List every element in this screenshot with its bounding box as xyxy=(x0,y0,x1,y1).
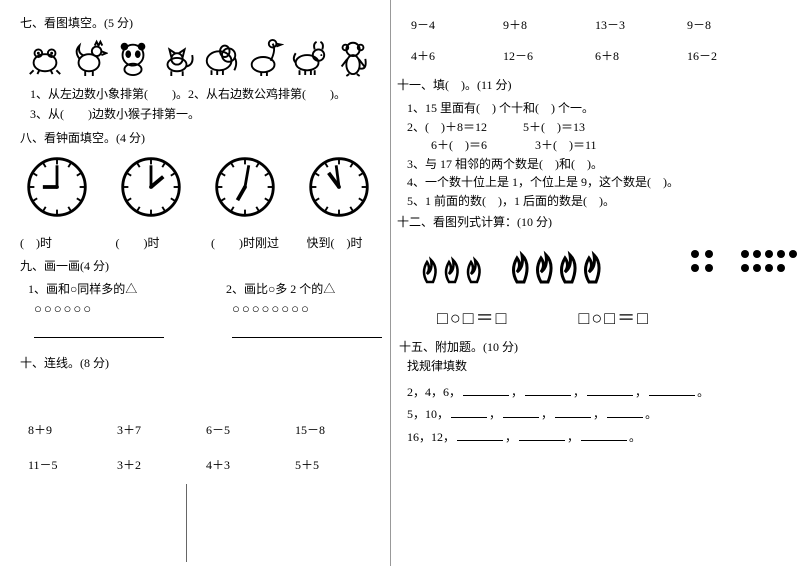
blank xyxy=(451,406,487,418)
math-cell: 6＋8 xyxy=(595,47,687,64)
q10-rows: 8＋9 3＋7 6－5 15－8 11－5 3＋2 4＋3 5＋5 xyxy=(28,421,384,473)
figure-row xyxy=(417,238,780,286)
table-row: 11－5 3＋2 4＋3 5＋5 xyxy=(28,456,384,473)
q11-title: 十一、填( )。(11 分) xyxy=(397,76,780,93)
blank xyxy=(607,406,643,418)
equation-1: □○□＝□ xyxy=(437,304,509,330)
flames-large-icon xyxy=(507,238,617,286)
q7-line2: 3、从( )边数小猴子排第一。 xyxy=(30,105,384,123)
equation-row: □○□＝□ □○□＝□ xyxy=(437,304,780,330)
blank xyxy=(463,384,509,396)
math-cell: 6－5 xyxy=(206,421,295,438)
q7-line1: 1、从左边数小象排第( )。2、从右边数公鸡排第( )。 xyxy=(30,85,384,103)
draw-block-1: 1、画和○同样多的△ ○○○○○○ xyxy=(28,280,186,340)
math-cell: 4＋6 xyxy=(411,47,503,64)
flames-small-icon xyxy=(417,242,487,286)
math-cell: 9－8 xyxy=(687,16,779,33)
elephant-icon xyxy=(202,37,240,77)
fill-line: 3、与 17 相邻的两个数是( )和( )。 xyxy=(407,155,780,174)
draw-block-2: 2、画比○多 2 个的△ ○○○○○○○○ xyxy=(226,280,384,340)
math-cell: 5＋5 xyxy=(295,456,384,473)
blank xyxy=(525,384,571,396)
math-cell: 11－5 xyxy=(28,456,117,473)
clock-3-icon xyxy=(212,154,278,220)
right-column: 9－4 9＋8 13－3 9－8 4＋6 12－6 6＋8 16－2 十一、填(… xyxy=(390,0,800,566)
figure-group-1 xyxy=(417,238,617,286)
q9-p1: 1、画和○同样多的△ xyxy=(28,280,186,297)
blank xyxy=(587,384,633,396)
clocks-row xyxy=(24,154,384,220)
frog-icon xyxy=(26,37,64,77)
pattern-seq: 16，12， xyxy=(407,430,455,444)
fill-line: 6＋( )＝6 3＋( )＝11 xyxy=(407,136,780,155)
clock-2-icon xyxy=(118,154,184,220)
q7-title: 七、看图填空。(5 分) xyxy=(20,14,384,31)
pattern-line-1: 2，4，6，，，，。 xyxy=(407,381,780,404)
fill-line: 4、一个数十位上是 1，个位上是 9，这个数是( )。 xyxy=(407,173,780,192)
fill-line: 1、15 里面有( ) 个十和( ) 个一。 xyxy=(407,99,780,118)
blank xyxy=(503,406,539,418)
math-cell: 16－2 xyxy=(687,47,779,64)
math-cell: 15－8 xyxy=(295,421,384,438)
answer-line-2 xyxy=(232,337,382,338)
q15-subtitle: 找规律填数 xyxy=(407,357,780,375)
clock-labels: ( )时 ( )时 ( )时刚过 快到( )时 xyxy=(20,234,384,251)
animals-row xyxy=(26,37,384,77)
left-column: 七、看图填空。(5 分) 1、从左边数小象排第( )。2、从右边数公鸡排第( )… xyxy=(0,0,390,566)
q10-title: 十、连线。(8 分) xyxy=(20,354,384,371)
dots-small-icon xyxy=(687,246,717,286)
equation-2: □○□＝□ xyxy=(579,304,651,330)
clock-label-3: ( )时刚过 xyxy=(211,234,289,251)
q9-p2-circles: ○○○○○○○○ xyxy=(232,301,384,317)
dots-large-icon xyxy=(737,246,797,286)
math-cell: 12－6 xyxy=(503,47,595,64)
clock-4-icon xyxy=(306,154,372,220)
blank xyxy=(555,406,591,418)
answer-line-1 xyxy=(34,337,164,338)
clock-1-icon xyxy=(24,154,90,220)
pattern-lines: 2，4，6，，，，。 5，10，，，，。 16，12，，，。 xyxy=(407,381,780,449)
q8-title: 八、看钟面填空。(4 分) xyxy=(20,129,384,146)
math-cell: 9＋8 xyxy=(503,16,595,33)
table-row: 9－4 9＋8 13－3 9－8 xyxy=(411,16,780,33)
q12-title: 十二、看图列式计算：(10 分) xyxy=(397,213,780,230)
monkey-icon xyxy=(334,37,372,77)
blank xyxy=(649,384,695,396)
pattern-line-2: 5，10，，，，。 xyxy=(407,403,780,426)
q9-title: 九、画一画(4 分) xyxy=(20,257,384,274)
clock-label-4: 快到( )时 xyxy=(307,234,385,251)
math-cell: 9－4 xyxy=(411,16,503,33)
math-cell: 13－3 xyxy=(595,16,687,33)
q9-p2: 2、画比○多 2 个的△ xyxy=(226,280,384,297)
table-row: 4＋6 12－6 6＋8 16－2 xyxy=(411,47,780,64)
pattern-seq: 2，4，6， xyxy=(407,385,461,399)
math-cell: 3＋7 xyxy=(117,421,206,438)
arith-block: 9－4 9＋8 13－3 9－8 4＋6 12－6 6＋8 16－2 xyxy=(411,16,780,64)
panda-icon xyxy=(114,37,152,77)
math-cell: 8＋9 xyxy=(28,421,117,438)
goose-icon xyxy=(246,37,284,77)
fill-line: 2、( )＋8＝12 5＋( )＝13 xyxy=(407,118,780,137)
rooster-icon xyxy=(70,37,108,77)
dog-icon xyxy=(290,37,328,77)
blank xyxy=(457,429,503,441)
table-row: 8＋9 3＋7 6－5 15－8 xyxy=(28,421,384,438)
math-cell: 3＋2 xyxy=(117,456,206,473)
draw-row: 1、画和○同样多的△ ○○○○○○ 2、画比○多 2 个的△ ○○○○○○○○ xyxy=(28,280,384,340)
blank xyxy=(581,429,627,441)
fox-icon xyxy=(158,37,196,77)
pattern-seq: 5，10， xyxy=(407,407,449,421)
clock-label-2: ( )时 xyxy=(116,234,194,251)
figure-group-2 xyxy=(687,246,797,286)
clock-label-1: ( )时 xyxy=(20,234,98,251)
blank xyxy=(519,429,565,441)
pattern-line-3: 16，12，，，。 xyxy=(407,426,780,449)
math-cell: 4＋3 xyxy=(206,456,295,473)
q11-lines: 1、15 里面有( ) 个十和( ) 个一。 2、( )＋8＝12 5＋( )＝… xyxy=(407,99,780,211)
q9-p1-circles: ○○○○○○ xyxy=(34,301,186,317)
q15-title: 十五、附加题。(10 分) xyxy=(399,338,780,355)
divider-line xyxy=(186,484,187,562)
fill-line: 5、1 前面的数( )，1 后面的数是( )。 xyxy=(407,192,780,211)
